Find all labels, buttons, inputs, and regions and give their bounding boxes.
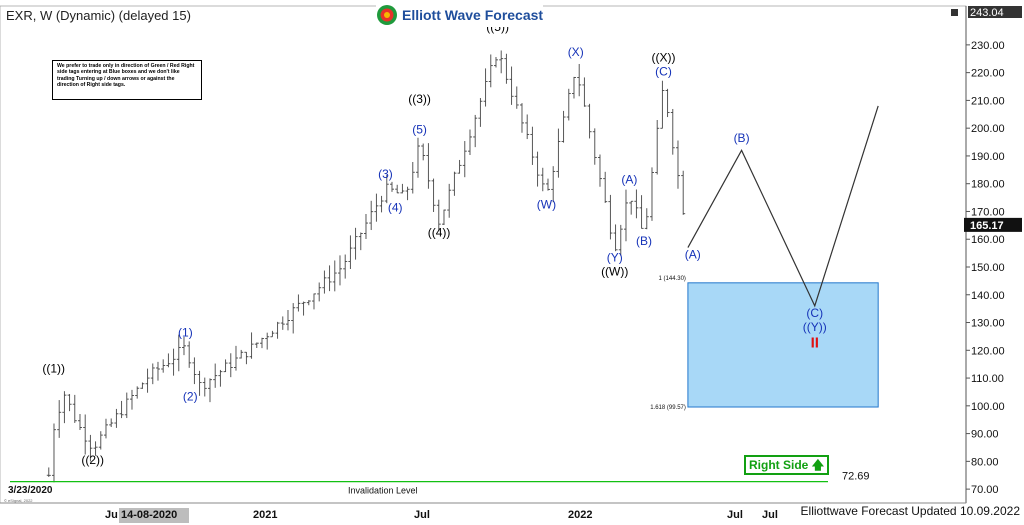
max-price-badge bbox=[968, 6, 1022, 18]
y-tick-label: 220.00 bbox=[971, 68, 1005, 80]
wave-label: ((2)) bbox=[81, 453, 104, 467]
wave-label: ((Y)) bbox=[803, 320, 827, 334]
y-tick-label: 180.00 bbox=[971, 179, 1005, 191]
copyright-label: © eSignal, 2022 bbox=[4, 498, 33, 503]
x-tick-label: Jul bbox=[414, 509, 430, 521]
wave-label: (B) bbox=[636, 234, 652, 248]
start-date-label: 3/23/2020 bbox=[8, 485, 53, 496]
brand-logo: Elliott Wave Forecast bbox=[376, 3, 544, 27]
y-tick-label: 150.00 bbox=[971, 262, 1005, 274]
wave-label: (A) bbox=[621, 173, 637, 187]
x-tick-label: Ju bbox=[105, 509, 118, 521]
brand-name: Elliott Wave Forecast bbox=[402, 7, 544, 23]
invalidation-label: Invalidation Level bbox=[348, 486, 418, 496]
y-tick-label: 190.00 bbox=[971, 151, 1005, 163]
wave-label: ((3)) bbox=[408, 92, 431, 106]
y-tick-label: 130.00 bbox=[971, 318, 1005, 330]
ohlc-bars bbox=[46, 50, 686, 483]
y-tick-label: 90.00 bbox=[971, 429, 999, 441]
blue-box-zone bbox=[687, 282, 879, 408]
y-tick-label: 170.00 bbox=[971, 206, 1005, 218]
max-price-label: 243.04 bbox=[970, 7, 1004, 19]
y-tick-label: 210.00 bbox=[971, 95, 1005, 107]
last-price-label: 165.17 bbox=[970, 220, 1004, 232]
right-side-label: Right Side bbox=[749, 458, 809, 472]
wave-label: ((X)) bbox=[652, 51, 676, 65]
brand-icon bbox=[377, 5, 397, 25]
wave-label: (3) bbox=[378, 167, 393, 181]
y-tick-label: 110.00 bbox=[971, 373, 1004, 385]
chart-title: EXR, W (Dynamic) (delayed 15) bbox=[6, 8, 191, 23]
x-tick-label: 2021 bbox=[253, 509, 277, 521]
y-tick-label: 160.00 bbox=[971, 234, 1005, 246]
wave-label: II bbox=[811, 335, 819, 352]
x-cursor-date-badge bbox=[119, 508, 189, 523]
last-price-badge bbox=[964, 217, 1022, 232]
wave-label: (C) bbox=[655, 64, 672, 78]
wave-label: (4) bbox=[388, 200, 403, 214]
x-tick-label: Jul bbox=[727, 509, 743, 521]
blue-box-bottom-label: 1.618 (99.57) bbox=[650, 405, 686, 411]
y-tick-label: 140.00 bbox=[971, 290, 1005, 302]
wave-label: (A) bbox=[685, 248, 701, 262]
panel-menu-icon[interactable] bbox=[951, 9, 958, 16]
right-side-badge: Right Side 🡅 bbox=[744, 455, 830, 475]
blue-box-top-label: 1 (144.30) bbox=[659, 276, 686, 282]
y-tick-label: 70.00 bbox=[971, 484, 999, 496]
up-arrow-icon: 🡅 bbox=[811, 458, 825, 472]
wave-label: ((W)) bbox=[601, 264, 628, 278]
updated-label: Elliottwave Forecast Updated 10.09.2022 bbox=[801, 504, 1021, 518]
wave-label: (1) bbox=[178, 325, 193, 339]
y-tick-label: 100.00 bbox=[971, 401, 1005, 413]
y-tick-label: 230.00 bbox=[971, 40, 1005, 52]
wave-label: ((4)) bbox=[428, 225, 451, 239]
y-tick-label: 200.00 bbox=[971, 123, 1005, 135]
wave-label: (C) bbox=[806, 306, 823, 320]
wave-label: (5) bbox=[412, 123, 427, 137]
wave-label: ((1)) bbox=[42, 362, 65, 376]
wave-label: (Y) bbox=[607, 250, 623, 264]
x-tick-label: 2022 bbox=[568, 509, 592, 521]
projection-path bbox=[687, 105, 879, 308]
y-tick-label: 120.00 bbox=[971, 345, 1005, 357]
wave-label: (X) bbox=[568, 45, 584, 59]
y-tick-label: 80.00 bbox=[971, 456, 999, 468]
disclaimer-note: We prefer to trade only in direction of … bbox=[52, 60, 202, 100]
wave-label: (2) bbox=[183, 389, 198, 403]
right-side-level: 72.69 bbox=[842, 471, 870, 483]
wave-label: (B) bbox=[734, 131, 750, 145]
x-tick-label: Jul bbox=[762, 509, 778, 521]
wave-label: (W) bbox=[537, 198, 556, 212]
x-tick-label: 14-08-2020 bbox=[121, 509, 177, 521]
